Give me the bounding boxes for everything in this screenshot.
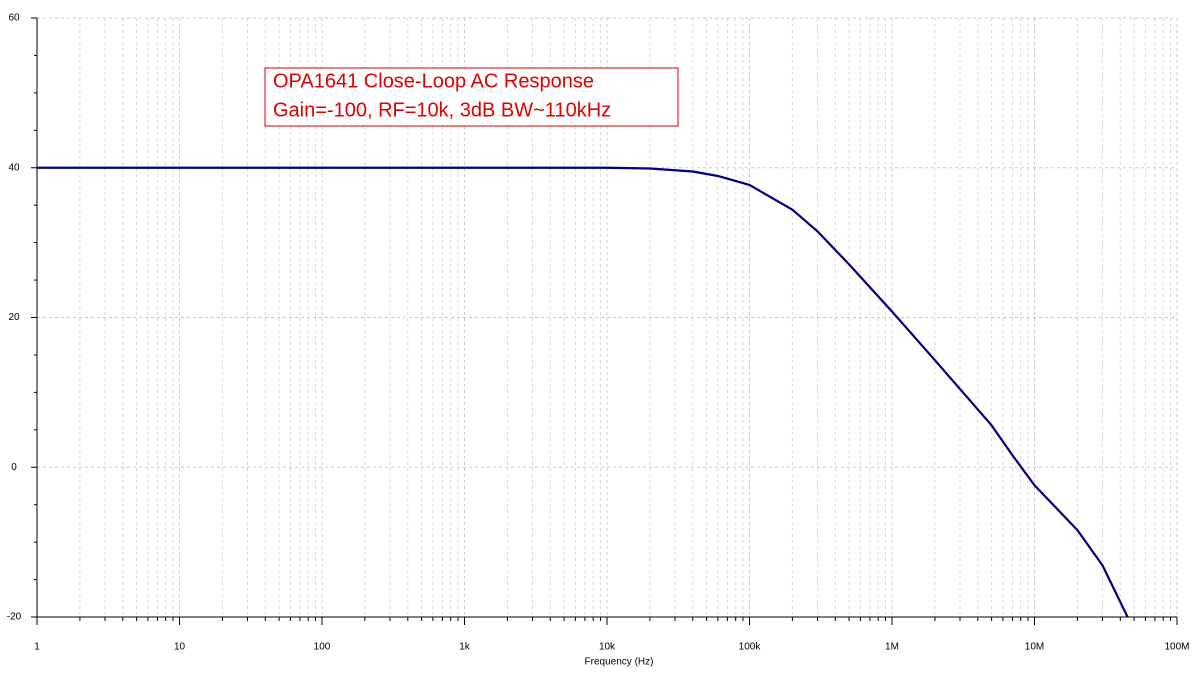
x-tick-label: 100M [1164,642,1189,653]
annotation: Gain=-100, RF=10k, 3dB BW~110kHz [273,99,611,121]
x-tick-label: 10M [1025,642,1044,653]
annotation: OPA1641 Close-Loop AC Response [273,70,594,92]
x-tick-label: 1k [459,642,471,653]
y-tick-label: 60 [8,13,20,24]
y-tick-label: -20 [7,612,22,623]
annotation-box [264,67,679,127]
x-tick-label: 10k [599,642,616,653]
x-tick-label: 10 [174,642,186,653]
x-tick-label: 100 [314,642,331,653]
y-tick-label: 0 [11,462,17,473]
x-axis-label: Frequency (Hz) [585,657,654,668]
plot [37,166,1129,618]
x-tick-label: 100k [739,642,762,653]
y-tick-label: 20 [8,312,20,323]
line [37,166,1129,618]
x-tick-label: 1 [34,642,40,653]
y-tick-label: 40 [8,162,20,173]
x-tick-label: 1M [885,642,899,653]
